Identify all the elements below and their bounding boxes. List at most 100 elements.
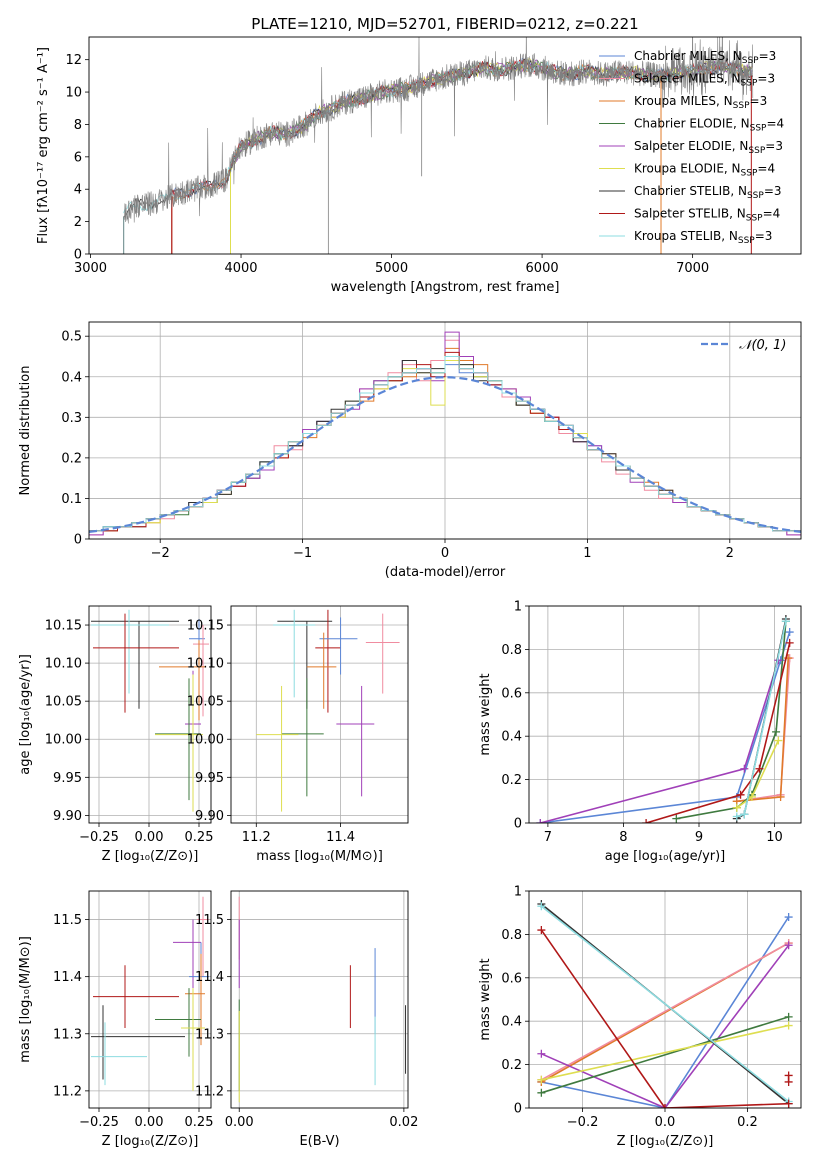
weight-marker (772, 727, 781, 736)
y-tick-label: 0.4 (61, 370, 82, 385)
x-tick-label: 3000 (74, 261, 107, 276)
legend-label: Kroupa ELODIE, NSSP=4 (634, 162, 775, 179)
legend-label: Chabrier STELIB, NSSP=3 (634, 184, 782, 201)
x-axis-label: age [log₁₀(age/yr)] (605, 849, 726, 864)
weight-marker (537, 1088, 546, 1097)
y-tick-label: 6 (74, 150, 82, 165)
x-axis-label: Z [log₁₀(Z/Z⊙)] (102, 1134, 199, 1149)
x-tick-label: −0.25 (79, 830, 119, 845)
y-tick-label: 0.6 (501, 971, 522, 986)
x-tick-label: 0.25 (185, 830, 214, 845)
y-tick-label: 0.5 (61, 330, 82, 345)
y-axis-label: mass weight (478, 673, 493, 755)
plot-area-residuals (89, 331, 801, 539)
panel-mass_vs_ebv: 0.00 0.02 11.2 11.3 11.4 11.5 E(B-V) (195, 890, 418, 1149)
weight-line-chabrier_miles (540, 631, 791, 823)
weight-marker (536, 819, 545, 823)
y-tick-label: 10.00 (45, 733, 82, 748)
weight-marker (537, 926, 546, 935)
y-tick-label: 11.5 (195, 913, 224, 928)
y-tick-label: 0 (514, 817, 522, 832)
legend-label: Salpeter ELODIE, NSSP=3 (634, 139, 783, 156)
axes-frame (88, 36, 802, 255)
y-tick-label: 10.10 (187, 657, 224, 672)
x-tick-label: −1 (293, 546, 312, 561)
panel-mass_vs_z: −0.25 0.00 0.25 11.2 11.3 11.4 11.5 Z [log₁₀(Z/… (18, 890, 213, 1149)
panel-weight_vs_age: 7 8 9 10 0 0.2 0.4 0.6 0.8 1 age [log₁₀(age/yr)] ma… (478, 600, 802, 864)
y-tick-label: 1 (514, 600, 522, 615)
y-tick-label: 0.4 (501, 730, 522, 745)
x-axis-label: mass [log₁₀(M/M⊙)] (256, 849, 383, 864)
plot-area-age_vs_z (91, 609, 209, 812)
y-tick-label: 0.1 (61, 492, 82, 507)
y-tick-label: 0 (74, 248, 82, 263)
weight-line-chabrier_elodie (541, 1016, 789, 1094)
x-tick-label: 9 (695, 830, 703, 845)
y-tick-label: 11.3 (53, 1027, 82, 1042)
y-tick-label: 11.4 (195, 970, 224, 985)
x-tick-label: 5000 (375, 261, 408, 276)
weight-marker (784, 1099, 793, 1108)
weight-marker (774, 736, 783, 745)
x-tick-label: −0.2 (567, 1115, 599, 1130)
axes-frame (528, 890, 802, 1109)
x-tick-label: 0.2 (737, 1115, 758, 1130)
y-tick-label: 0.8 (501, 928, 522, 943)
y-tick-label: 9.90 (53, 809, 82, 824)
panel-age_vs_mass: 11.2 11.4 9.90 9.95 10.00 10.05 10.10 10.15 mass… (187, 605, 409, 864)
y-tick-label: 1 (514, 885, 522, 900)
x-tick-label: 11.2 (242, 830, 271, 845)
panel-age_vs_z: −0.25 0.00 0.25 9.90 9.95 10.00 10.05 10.10 10.1… (18, 605, 214, 864)
y-tick-label: 9.95 (53, 771, 82, 786)
y-tick-label: 0.2 (61, 451, 82, 466)
data-spectrum (123, 37, 754, 254)
weight-marker (740, 810, 749, 819)
y-tick-label: 10.05 (45, 695, 82, 710)
weight-marker (781, 617, 790, 626)
x-tick-label: −0.25 (79, 1115, 119, 1130)
y-tick-label: 0 (74, 533, 82, 548)
panel-spectrum: 3000 4000 5000 6000 7000 0 2 4 6 8 10 12 wavelength … (36, 36, 802, 295)
axes-frame (230, 605, 409, 824)
x-tick-label: 0.02 (389, 1115, 418, 1130)
x-tick-label: 11.4 (326, 830, 355, 845)
plot-area-age_vs_mass (256, 609, 400, 812)
y-tick-label: 4 (74, 183, 82, 198)
x-tick-label: 7 (544, 830, 552, 845)
weight-marker (784, 1012, 793, 1021)
weight-line-salpeter_stelib (645, 642, 791, 823)
axes-frame (88, 321, 802, 540)
weight-marker (785, 628, 794, 637)
x-tick-label: 0.00 (135, 1115, 164, 1130)
panel-weight_vs_z: −0.2 0.0 0.2 0 0.2 0.4 0.6 0.8 1 Z [log₁₀(Z/Z⊙)] m… (478, 885, 802, 1149)
legend-label: Chabrier ELODIE, NSSP=4 (634, 117, 784, 134)
y-tick-label: 2 (74, 215, 82, 230)
weight-marker (784, 913, 793, 922)
weight-marker (776, 792, 785, 801)
legend-label: Kroupa STELIB, NSSP=3 (634, 229, 772, 246)
y-tick-label: 0.6 (501, 686, 522, 701)
x-tick-label: 10 (766, 830, 783, 845)
y-axis-label: age [log₁₀(age/yr)] (18, 654, 33, 775)
weight-line-salpeter_elodie (541, 944, 790, 1108)
axes-frame (230, 890, 409, 1109)
weight-marker (661, 1104, 669, 1108)
weight-marker (784, 1021, 793, 1030)
legend-label: 𝒩(0, 1) (739, 338, 786, 353)
weight-marker (732, 812, 741, 821)
legend-label: Salpeter STELIB, NSSP=4 (634, 207, 780, 224)
y-tick-label: 0.2 (501, 1058, 522, 1073)
x-axis-label: E(B-V) (299, 1134, 339, 1149)
legend-label: Kroupa MILES, NSSP=3 (634, 94, 767, 111)
y-tick-label: 11.5 (53, 913, 82, 928)
y-tick-label: 10.00 (187, 733, 224, 748)
weight-marker (672, 814, 681, 823)
x-tick-label: 4000 (224, 261, 257, 276)
y-tick-label: 10.15 (187, 619, 224, 634)
weight-marker (537, 1049, 546, 1058)
weight-line-kroupa_stelib (540, 905, 790, 1103)
spectrum-legend: Chabrier MILES, NSSP=3 Salpeter MILES, NS… (599, 49, 784, 246)
plot-area-weight_vs_z (537, 900, 793, 1108)
weight-marker (642, 819, 651, 823)
